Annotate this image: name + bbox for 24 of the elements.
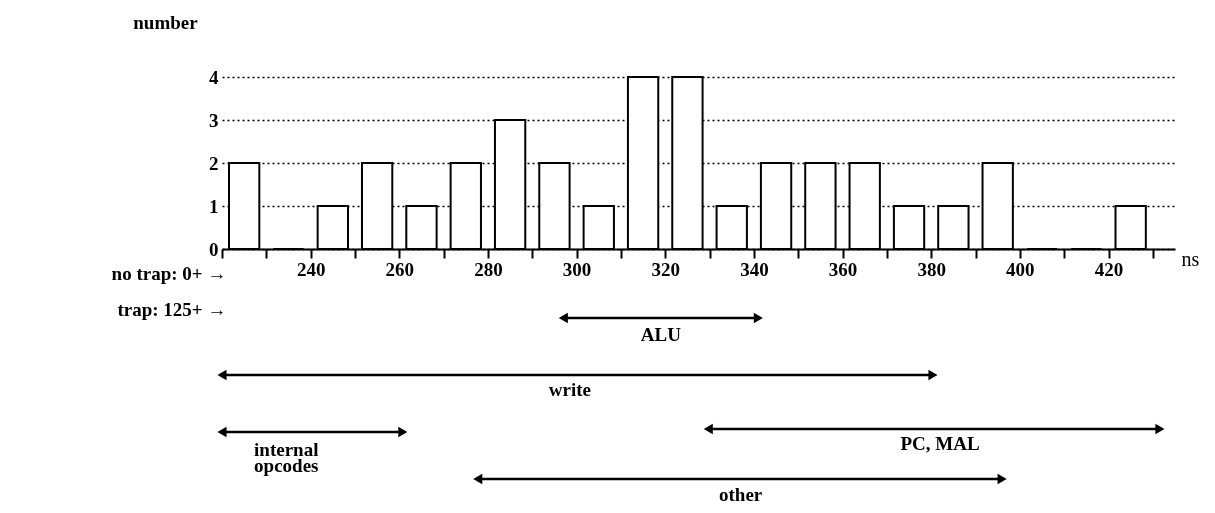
text: write (548, 379, 592, 400)
x-tick-label: 260 (385, 258, 415, 280)
y-tick-label: 2 (209, 152, 219, 174)
y-tick-label: 3 (209, 109, 219, 131)
text: other (718, 484, 763, 505)
y-tick-label: 0 (209, 238, 219, 260)
x-axis-title: ns (1181, 247, 1200, 270)
y-tick-label: 4 (209, 66, 219, 88)
y-tick-label: 1 (209, 195, 219, 217)
x-tick-label: 420 (1094, 258, 1124, 280)
x-tick-label: 400 (1006, 258, 1035, 280)
x-tick-label: 340 (740, 258, 769, 280)
x-tick-label: 360 (828, 258, 858, 280)
y-axis-title: number (133, 11, 199, 33)
text: PC, MAL (900, 433, 980, 454)
text: trap: 125+ → (117, 299, 227, 320)
text: ALU (640, 324, 682, 345)
x-tick-label: 240 (296, 258, 326, 280)
x-tick-label: 320 (651, 258, 681, 280)
text: no trap: 0+ → (111, 263, 227, 284)
text: internal opcodes (254, 439, 319, 476)
x-tick-label: 300 (562, 258, 592, 280)
x-tick-label: 280 (474, 258, 503, 280)
x-tick-label: 380 (917, 258, 946, 280)
